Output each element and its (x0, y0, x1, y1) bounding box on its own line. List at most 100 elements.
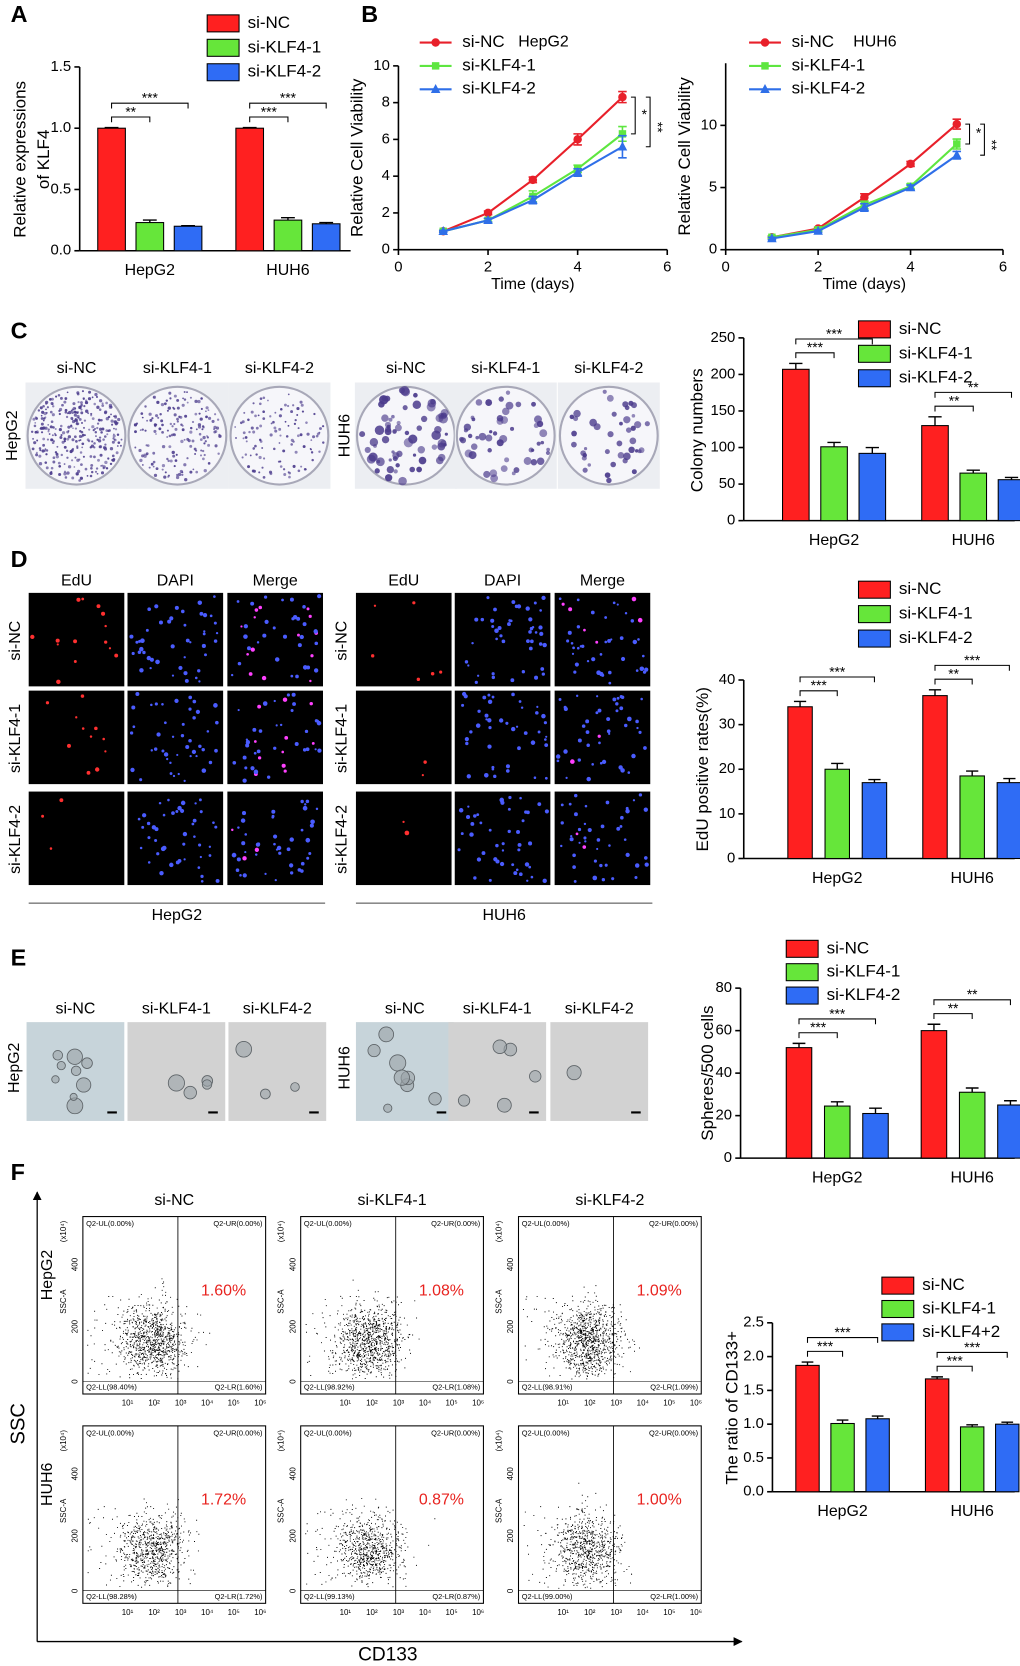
plot-x-tick-label: 10¹ (122, 1399, 134, 1408)
nucleus (96, 604, 101, 609)
nucleus (230, 673, 234, 677)
flow-plot (82, 1425, 267, 1604)
colony (244, 453, 248, 456)
point (952, 119, 962, 129)
channel-label: EdU (388, 572, 419, 589)
nucleus (499, 634, 503, 638)
error-bar (789, 362, 803, 370)
nucleus (473, 814, 477, 818)
y-tick-label: 0 (382, 242, 390, 258)
colony (198, 432, 202, 436)
error-bar (869, 1107, 882, 1114)
x-tick-label: 0 (722, 260, 730, 276)
nucleus (261, 675, 267, 681)
bar (959, 775, 985, 860)
nucleus (458, 808, 464, 813)
nucleus (300, 828, 304, 832)
sphere (66, 1048, 83, 1065)
nucleus (81, 727, 85, 730)
colony (153, 473, 158, 477)
nucleus (282, 634, 288, 639)
plot-x-tick-label: 10³ (393, 1608, 405, 1617)
colony (388, 417, 393, 422)
microscopy-image (454, 791, 551, 886)
colony (31, 447, 35, 451)
colony (392, 456, 398, 462)
colony (78, 439, 81, 442)
point (952, 149, 962, 159)
colony (42, 437, 46, 441)
colony (180, 439, 184, 444)
nucleus (572, 853, 576, 858)
nucleus (525, 606, 530, 611)
nucleus (135, 692, 140, 696)
nucleus (273, 842, 276, 846)
significance-label: *** (947, 1353, 964, 1369)
microscopy-image (28, 791, 125, 886)
nucleus (511, 863, 515, 867)
error-bar (1001, 1421, 1014, 1425)
quadrant-label: Q2-LL(98.92%) (304, 1383, 355, 1392)
nucleus (542, 878, 547, 884)
colony (296, 414, 299, 416)
nucleus (596, 847, 599, 851)
quadrant-label: Q2-LR(0.87%) (432, 1592, 480, 1601)
x-tick-label: HepG2 (125, 262, 176, 279)
nucleus (309, 823, 314, 828)
point (860, 193, 869, 202)
colony (602, 389, 607, 394)
bar (795, 1364, 820, 1493)
y-tick-label: 5 (709, 179, 717, 195)
nucleus (315, 807, 319, 811)
colony (167, 406, 172, 410)
plate (127, 385, 228, 486)
colony (573, 416, 579, 422)
y-axis-label: Spheres/500 cells (698, 1006, 717, 1141)
quadrant-label: Q2-LL(98.28%) (86, 1592, 137, 1601)
plot-y-label: SSC-A (494, 1289, 503, 1314)
colony (114, 414, 117, 418)
legend-label: si-KLF4-1 (792, 55, 866, 74)
nucleus (242, 873, 247, 878)
condition-label: si-KLF4-1 (7, 704, 24, 773)
colony (282, 449, 286, 453)
significance-label: *** (817, 1338, 834, 1354)
colony (316, 432, 320, 436)
nucleus (505, 721, 509, 725)
microscopy-image (554, 690, 651, 785)
colony (259, 440, 263, 443)
nucleus (576, 598, 580, 602)
colony (182, 397, 184, 400)
error-bar (792, 1042, 806, 1048)
legend-label: si-KLF4-1 (899, 343, 973, 362)
colony (303, 467, 307, 471)
nucleus (583, 628, 586, 632)
nucleus (145, 628, 149, 632)
nucleus (257, 704, 262, 709)
nucleus (491, 695, 495, 699)
point (617, 141, 628, 151)
sphere (529, 1070, 542, 1083)
colony (381, 414, 389, 422)
colony (86, 475, 89, 477)
error-bar (827, 441, 841, 447)
colony (51, 434, 54, 437)
nucleus (167, 798, 170, 802)
nucleus (73, 639, 78, 644)
colony (505, 390, 511, 395)
nucleus (491, 675, 496, 680)
colony (58, 428, 62, 432)
microscopy-image (454, 690, 551, 785)
colony (475, 435, 480, 440)
nucleus (528, 841, 533, 846)
nucleus (599, 863, 603, 868)
plot-x-tick-label: 10³ (175, 1608, 187, 1617)
quadrant-label: Q2-UL(0.00%) (304, 1428, 352, 1437)
nucleus (475, 723, 481, 728)
nucleus (610, 638, 613, 641)
nucleus (643, 807, 648, 812)
colony (199, 438, 203, 442)
nucleus (147, 836, 151, 840)
colony (75, 418, 78, 422)
colony (117, 441, 121, 445)
